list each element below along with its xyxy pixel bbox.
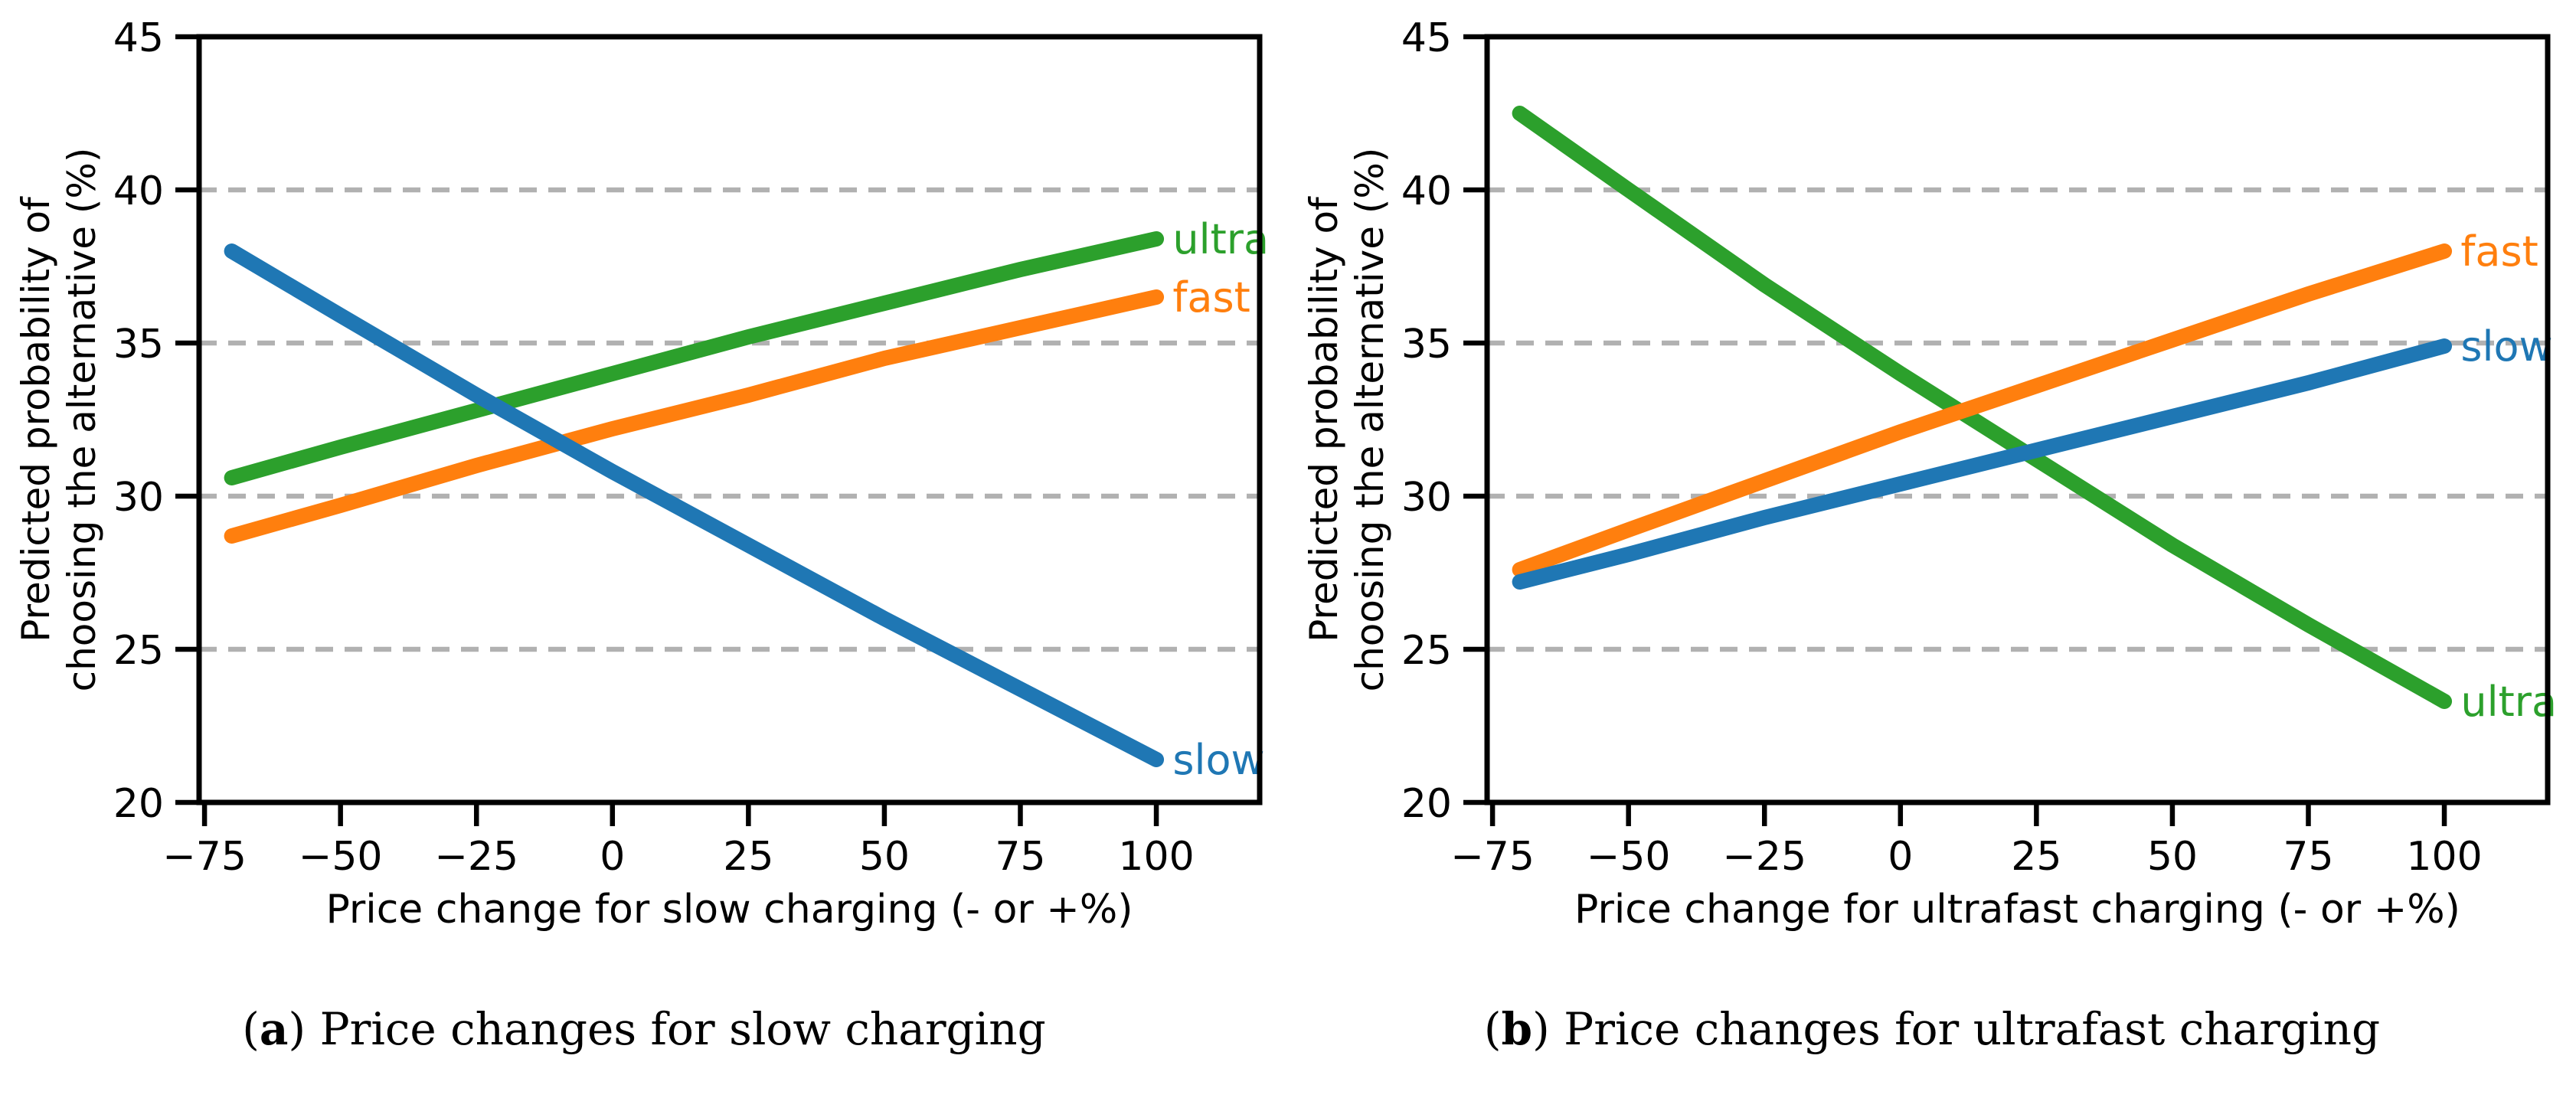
- caption-a-close: ): [288, 1003, 306, 1055]
- series-label-fast: fast: [2460, 227, 2538, 276]
- caption-b-text: Price changes for ultrafast charging: [1549, 1003, 2381, 1055]
- y-tick-label-30: 30: [113, 475, 164, 521]
- caption-a-text: Price changes for slow charging: [306, 1003, 1046, 1055]
- y-axis-label-line-1: Predicted probability of: [14, 196, 58, 642]
- y-tick-label-25: 25: [113, 628, 164, 674]
- x-tick-label--50: −50: [1587, 834, 1671, 880]
- y-tick-label-40: 40: [1401, 168, 1452, 214]
- series-label-slow: slow: [1172, 736, 1264, 784]
- caption-a-open: (: [242, 1003, 260, 1055]
- x-tick-label--25: −25: [1722, 834, 1806, 880]
- y-tick-label-20: 20: [113, 781, 164, 827]
- line-slow: [224, 243, 1165, 767]
- y-axis-label-line-2: choosing the alternative (%): [60, 148, 104, 692]
- y-tick-label-45: 45: [1401, 15, 1452, 61]
- x-tick-label--75: −75: [1450, 834, 1535, 880]
- caption-a-letter: a: [259, 1003, 289, 1055]
- x-axis-label: Price change for slow charging (- or +%): [325, 887, 1133, 933]
- x-tick-label-25: 25: [723, 834, 773, 880]
- line-slow: [1512, 338, 2453, 590]
- caption-b-close: ): [1532, 1003, 1550, 1055]
- x-tick-label-0: 0: [600, 834, 625, 880]
- x-tick-label--50: −50: [299, 834, 383, 880]
- caption-b-letter: b: [1501, 1003, 1533, 1055]
- x-axis-label: Price change for ultrafast charging (- o…: [1574, 887, 2460, 933]
- x-tick-label-100: 100: [1118, 834, 1194, 880]
- x-tick-label-75: 75: [2283, 834, 2333, 880]
- caption-a: (a) Price changes for slow charging: [0, 1003, 1288, 1055]
- chart-panel-b: ultra fast slow −75 −50 −25 0 25 50 75 100 20 25 30 35…: [1302, 15, 2557, 933]
- x-tick-label-0: 0: [1888, 834, 1913, 880]
- caption-b: (b) Price changes for ultrafast charging: [1288, 1003, 2576, 1055]
- line-fast: [1512, 243, 2453, 577]
- x-tick-label-50: 50: [2147, 834, 2198, 880]
- y-tick-label-35: 35: [1401, 322, 1452, 368]
- subfigure-b: ultra fast slow −75 −50 −25 0 25 50 75 100 20 25 30 35…: [1288, 0, 2576, 1111]
- series-label-ultra: ultra: [1172, 215, 1269, 263]
- y-tick-label-45: 45: [113, 15, 164, 61]
- y-tick-label-35: 35: [113, 322, 164, 368]
- caption-b-open: (: [1483, 1003, 1502, 1055]
- series-label-fast: fast: [1172, 273, 1250, 322]
- series-label-ultra: ultra: [2460, 678, 2557, 726]
- x-tick-label--25: −25: [434, 834, 518, 880]
- axes-box: [1484, 34, 2551, 805]
- y-tick-label-20: 20: [1401, 781, 1452, 827]
- subfigure-a: ultra fast slow −75 −50 −25 0 25 50 75 100 20 25 30 35…: [0, 15, 1288, 1055]
- series-label-slow: slow: [2460, 322, 2552, 371]
- y-tick-label-40: 40: [113, 168, 164, 214]
- chart-panel-a: ultra fast slow −75 −50 −25 0 25 50 75 100 20 25 30 35…: [14, 15, 1269, 933]
- y-tick-label-30: 30: [1401, 475, 1452, 521]
- line-ultra: [224, 231, 1165, 485]
- x-tick-label-50: 50: [859, 834, 910, 880]
- x-tick-label-75: 75: [995, 834, 1045, 880]
- line-fast: [224, 289, 1165, 544]
- x-tick-label-100: 100: [2406, 834, 2482, 880]
- y-axis-label-line-1: Predicted probability of: [1302, 196, 1346, 642]
- y-axis-label-line-2: choosing the alternative (%): [1348, 148, 1392, 692]
- x-tick-label--75: −75: [162, 834, 247, 880]
- y-tick-label-25: 25: [1401, 628, 1452, 674]
- x-tick-label-25: 25: [2011, 834, 2061, 880]
- axes-box: [196, 34, 1263, 805]
